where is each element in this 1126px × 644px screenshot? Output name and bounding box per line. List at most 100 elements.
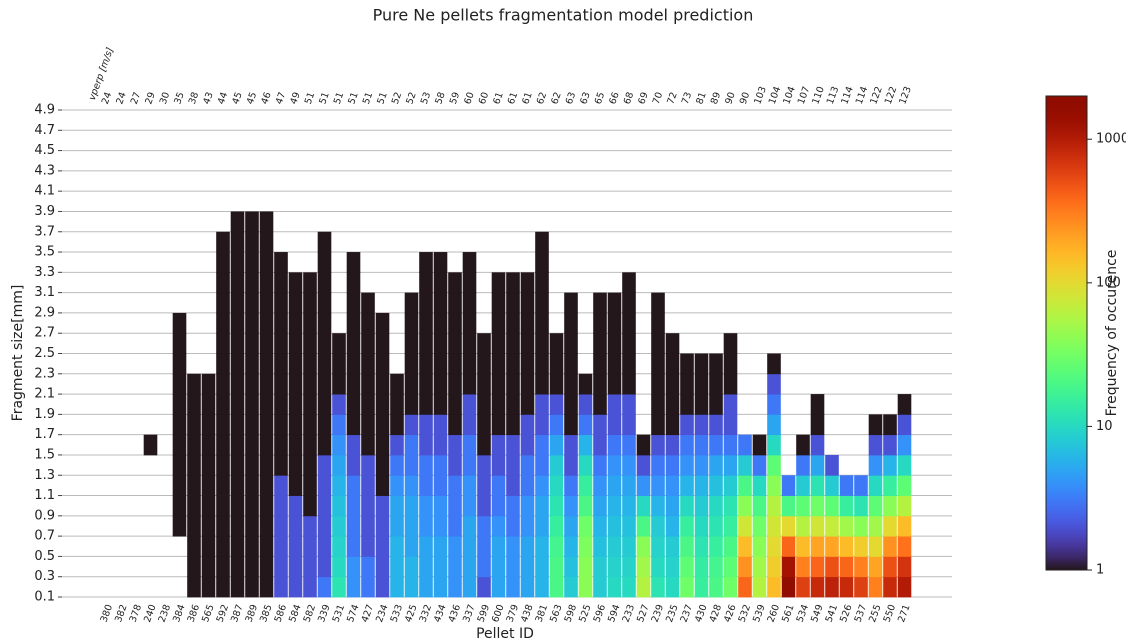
heatmap-cell [462,312,477,334]
heatmap-cell [332,515,346,537]
heatmap-cell [404,353,419,375]
heatmap-cell [680,536,694,557]
heatmap-cell [404,333,419,354]
heatmap-cell [419,556,433,578]
y-tick-label: 3.5 [34,245,55,260]
heatmap-cell [433,414,448,436]
heatmap-cell [810,556,825,578]
heatmap-cell [622,434,636,456]
heatmap-cell [535,272,549,294]
heatmap-cell [433,353,448,375]
heatmap-cell [448,434,462,456]
heatmap-cell [491,454,506,476]
heatmap-cell [419,495,433,517]
heatmap-cell [375,414,390,436]
heatmap-cell [317,434,332,456]
top-tick-label: 60 [462,91,476,106]
heatmap-cell [462,475,477,496]
heatmap-cell [433,394,448,415]
top-tick-label: 72 [665,91,679,106]
heatmap-cell [448,536,462,557]
heatmap-cell [448,373,462,395]
heatmap-cell [259,556,274,578]
heatmap-cell [201,414,216,436]
top-tick-label: 58 [433,91,447,106]
heatmap-cell [201,515,216,537]
heatmap-cell [680,495,694,517]
heatmap-cell [810,414,825,436]
y-tick-label: 0.1 [34,590,55,605]
heatmap-cell [245,495,259,517]
heatmap-cell [230,576,245,598]
heatmap-cell [491,536,506,557]
heatmap-cell [680,373,694,395]
heatmap-cell [781,536,796,557]
heatmap-cell [491,394,506,415]
heatmap-cell [390,556,404,578]
heatmap-cell [230,252,245,273]
heatmap-cell [346,353,361,375]
y-tick-label: 1.9 [34,407,55,422]
heatmap-cell [390,414,404,436]
heatmap-cell [230,414,245,436]
heatmap-cell [520,454,535,476]
heatmap-cell [738,454,752,476]
heatmap-cell [346,414,361,436]
heatmap-cell [288,353,303,375]
heatmap-cell [651,333,665,354]
heatmap-cell [520,515,535,537]
top-tick-label: 45 [245,91,259,106]
y-axis-label: Fragment size[mm] [10,285,26,422]
y-tick-label: 1.5 [34,447,55,462]
heatmap-cell [564,414,578,436]
heatmap-cell [680,515,694,537]
heatmap-cell [636,434,651,456]
heatmap-cell [288,394,303,415]
heatmap-cell [477,394,491,415]
heatmap-cell [622,495,636,517]
heatmap-cell [694,495,709,517]
heatmap-cell [578,394,593,415]
heatmap-cell [448,495,462,517]
heatmap-cell [723,454,738,476]
heatmap-cell [419,434,433,456]
heatmap-cell [897,475,912,496]
heatmap-cell [216,353,230,375]
heatmap-cell [433,252,448,273]
heatmap-cell [375,333,390,354]
heatmap-cell [259,475,274,496]
heatmap-cell [317,272,332,294]
heatmap-cell [288,515,303,537]
heatmap-cell [303,333,317,354]
heatmap-cell [520,414,535,436]
heatmap-cell [346,373,361,395]
heatmap-cell [404,515,419,537]
colorbar-tick-label: 1 [1096,563,1104,578]
heatmap-cell [549,515,564,537]
heatmap-cell [680,475,694,496]
heatmap-cell [825,576,839,598]
heatmap-cell [738,495,752,517]
heatmap-cell [593,394,607,415]
heatmap-cell [738,475,752,496]
heatmap-cell [564,394,578,415]
y-tick-label: 2.1 [34,387,55,402]
heatmap-cell [709,414,723,436]
heatmap-cell [419,272,433,294]
heatmap-cell [883,576,897,598]
heatmap-cell [506,272,520,294]
heatmap-cell [317,495,332,517]
heatmap-cell [259,373,274,395]
heatmap-cell [506,536,520,557]
heatmap-cell [665,373,680,395]
heatmap-cell [375,495,390,517]
heatmap-cell [665,536,680,557]
top-tick-label: 70 [651,91,665,106]
heatmap-cell [622,556,636,578]
heatmap-cell [549,495,564,517]
heatmap-cell [854,556,868,578]
heatmap-cell [607,454,622,476]
heatmap-cell [520,272,535,294]
top-tick-label: 65 [593,91,607,106]
top-tick-label: 49 [288,91,302,106]
